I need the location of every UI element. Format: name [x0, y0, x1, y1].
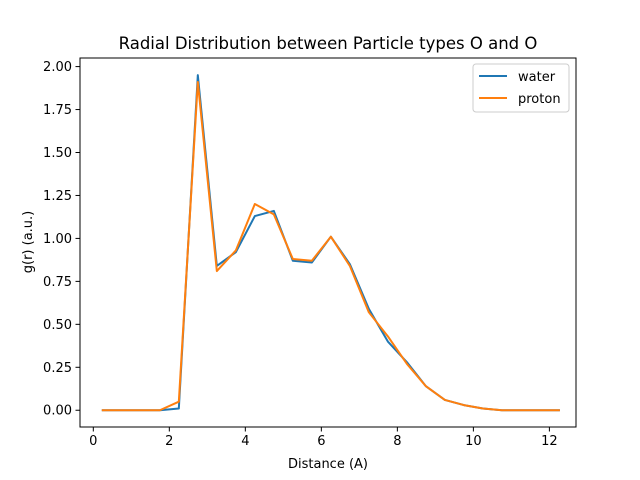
- plot-lines: [101, 74, 560, 412]
- x-tick-label: 8: [393, 434, 401, 449]
- y-axis-label: g(r) (a.u.): [21, 211, 36, 274]
- y-tick-label: 1.25: [43, 189, 72, 204]
- y-tick-label: 1.75: [43, 103, 72, 118]
- legend: water proton: [472, 63, 570, 113]
- y-axis-ticks: 0.00 0.25 0.50 0.75 1.00 1.25 1.50 1.75 2.00: [43, 60, 80, 419]
- plot-frame: [79, 57, 577, 428]
- y-tick-label: 1.00: [43, 232, 72, 247]
- y-tick-label: 0.50: [43, 318, 72, 333]
- x-tick-label: 2: [165, 434, 173, 449]
- x-tick-label: 4: [241, 434, 249, 449]
- x-tick-label: 12: [541, 434, 558, 449]
- x-tick-label: 6: [317, 434, 325, 449]
- legend-label-water: water: [518, 70, 556, 85]
- y-tick-label: 0.75: [43, 275, 72, 290]
- y-tick-label: 0.25: [43, 361, 72, 376]
- chart-title: Radial Distribution between Particle typ…: [119, 34, 538, 53]
- x-axis-label: Distance (A): [288, 457, 368, 472]
- series-line-proton: [101, 81, 560, 412]
- y-tick-label: 1.50: [43, 146, 72, 161]
- legend-label-proton: proton: [518, 92, 561, 107]
- x-axis-ticks: 0 2 4 6 8 10 12: [89, 427, 558, 449]
- y-tick-label: 2.00: [43, 60, 72, 75]
- x-tick-label: 10: [465, 434, 482, 449]
- x-tick-label: 0: [89, 434, 97, 449]
- y-tick-label: 0.00: [43, 404, 72, 419]
